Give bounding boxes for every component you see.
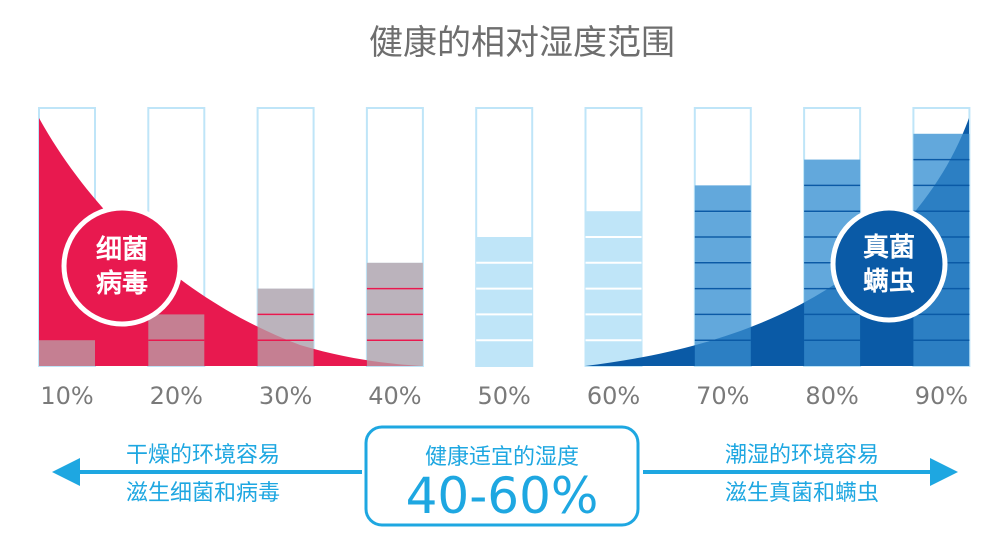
bacteria-virus-badge: 细菌 病毒 <box>61 205 183 327</box>
mites-label: 螨虫 <box>863 267 915 297</box>
x-tick-label: 70% <box>696 382 749 410</box>
zone-legend: 干燥的环境容易 滋生细菌和病毒 健康适宜的湿度 40-60% 潮湿的环境容易 滋… <box>52 425 958 527</box>
healthy-zone-title: 健康适宜的湿度 <box>425 445 579 470</box>
x-tick-label: 10% <box>40 382 93 410</box>
humid-zone-line2: 滋生真菌和螨虫 <box>725 481 879 506</box>
healthy-zone-box <box>364 425 640 527</box>
bar-fill <box>476 237 533 366</box>
bacteria-badge-circle <box>61 205 183 327</box>
x-tick-label: 80% <box>805 382 858 410</box>
bar-5 <box>475 107 534 367</box>
dry-zone-line2: 滋生细菌和病毒 <box>126 481 280 506</box>
bar-overlay <box>39 340 95 366</box>
x-tick-label: 50% <box>478 382 531 410</box>
dry-zone-line1: 干燥的环境容易 <box>126 443 280 468</box>
chart-title: 健康的相对湿度范围 <box>369 23 675 63</box>
left-arrow-icon <box>52 458 80 486</box>
bacteria-label: 细菌 <box>96 234 148 265</box>
bar-overlay <box>257 288 314 366</box>
x-tick-label: 90% <box>915 382 968 410</box>
bar-overlay <box>694 185 751 366</box>
fungi-label: 真菌 <box>863 233 915 263</box>
right-arrow-icon <box>930 458 958 486</box>
overlay-layer <box>39 133 970 366</box>
virus-label: 病毒 <box>96 269 148 299</box>
x-tick-label: 20% <box>150 382 203 410</box>
x-tick-label: 60% <box>587 382 640 410</box>
healthy-range: 40-60% <box>406 467 599 525</box>
fungi-mites-badge: 真菌 螨虫 <box>830 205 948 323</box>
tick-labels: 10% 20% 30% 40% 50% 60% 70% 80% 90% <box>40 382 968 410</box>
bar-6 <box>584 107 643 367</box>
x-tick-label: 40% <box>368 382 421 410</box>
humid-zone-line1: 潮湿的环境容易 <box>725 443 879 468</box>
x-tick-label: 30% <box>259 382 312 410</box>
fungi-badge-circle <box>830 205 948 323</box>
